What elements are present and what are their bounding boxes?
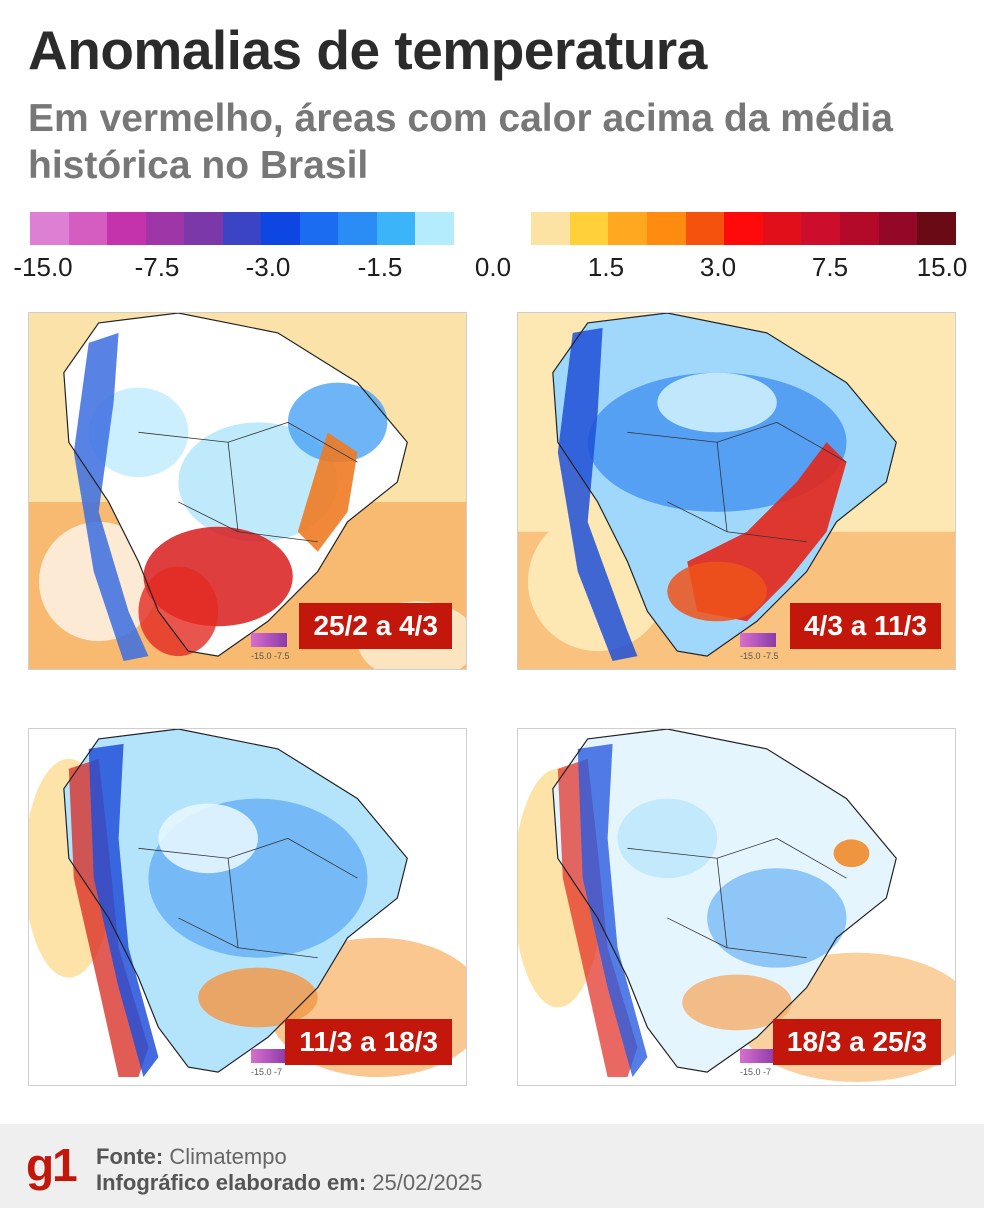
legend-tick-label: 3.0 bbox=[699, 252, 737, 282]
warm-anomaly-color-scale bbox=[531, 212, 957, 245]
legend-swatch bbox=[801, 212, 841, 245]
legend-tick-label: 1.5 bbox=[587, 252, 625, 282]
mini-color-scale bbox=[740, 633, 776, 647]
legend-tick-label: 0.0 bbox=[474, 252, 512, 282]
g1-logo: g1 bbox=[26, 1139, 78, 1191]
source-credit: Fonte: Climatempo bbox=[96, 1144, 287, 1170]
legend-swatch bbox=[762, 212, 802, 245]
legend-tick-label: -3.0 bbox=[245, 252, 291, 282]
legend-swatch bbox=[569, 212, 609, 245]
period-label: 25/2 a 4/3 bbox=[299, 603, 452, 649]
date-label: Infográfico elaborado em: bbox=[96, 1170, 367, 1195]
anomaly-map-image bbox=[518, 313, 955, 669]
legend-swatch bbox=[840, 212, 879, 245]
legend-tick-label: -1.5 bbox=[357, 252, 403, 282]
legend-swatch bbox=[184, 212, 223, 245]
page-title: Anomalias de temperatura bbox=[28, 19, 707, 81]
anomaly-map-panel: -15.0 -7 18/3 a 25/3 bbox=[517, 728, 956, 1086]
anomaly-map-panel: -15.0 -7.5 25/2 a 4/3 bbox=[28, 312, 467, 670]
legend-swatch bbox=[261, 212, 300, 245]
period-label: 18/3 a 25/3 bbox=[772, 1019, 941, 1065]
legend-swatch bbox=[68, 212, 108, 245]
period-label: 4/3 a 11/3 bbox=[789, 603, 941, 649]
legend-swatch bbox=[608, 212, 647, 245]
anomaly-map-image bbox=[29, 313, 466, 669]
legend-tick-label: -15.0 bbox=[13, 252, 73, 282]
footer: g1 Fonte: Climatempo Infográfico elabora… bbox=[0, 1124, 984, 1208]
legend-tick-label: 7.5 bbox=[811, 252, 849, 282]
legend-swatch bbox=[878, 212, 918, 245]
publication-date: Infográfico elaborado em: 25/02/2025 bbox=[96, 1170, 482, 1196]
mini-scale-label: -15.0 -7.5 bbox=[740, 651, 779, 661]
period-label: 11/3 a 18/3 bbox=[285, 1019, 452, 1065]
mini-scale-label: -15.0 -7 bbox=[740, 1067, 772, 1077]
cold-anomaly-color-scale bbox=[30, 212, 455, 245]
legend-swatch bbox=[30, 212, 69, 245]
mini-scale-label: -15.0 -7.5 bbox=[251, 651, 290, 661]
page-subtitle: Em vermelho, áreas com calor acima da mé… bbox=[28, 97, 893, 187]
mini-color-scale bbox=[251, 1049, 287, 1063]
legend-swatch bbox=[531, 212, 570, 245]
legend-tick-label: 15.0 bbox=[916, 252, 968, 282]
legend-swatch bbox=[222, 212, 262, 245]
legend-swatch bbox=[145, 212, 185, 245]
date-value: 25/02/2025 bbox=[372, 1170, 483, 1195]
legend-swatch bbox=[685, 212, 725, 245]
legend-swatch bbox=[415, 212, 455, 245]
source-value: Climatempo bbox=[169, 1144, 287, 1169]
legend-swatch bbox=[917, 212, 957, 245]
legend-swatch bbox=[724, 212, 763, 245]
legend-swatch bbox=[646, 212, 686, 245]
anomaly-map-image bbox=[29, 729, 466, 1085]
mini-color-scale bbox=[251, 633, 287, 647]
mini-color-scale bbox=[740, 1049, 776, 1063]
legend-swatch bbox=[107, 212, 146, 245]
source-label: Fonte: bbox=[96, 1144, 164, 1169]
anomaly-map-panel: -15.0 -7.5 4/3 a 11/3 bbox=[517, 312, 956, 670]
mini-scale-label: -15.0 -7 bbox=[251, 1067, 283, 1077]
legend-swatch bbox=[299, 212, 339, 245]
legend-swatch bbox=[338, 212, 377, 245]
legend-swatch bbox=[376, 212, 416, 245]
legend-tick-label: -7.5 bbox=[134, 252, 180, 282]
anomaly-map-panel: -15.0 -7 11/3 a 18/3 bbox=[28, 728, 467, 1086]
